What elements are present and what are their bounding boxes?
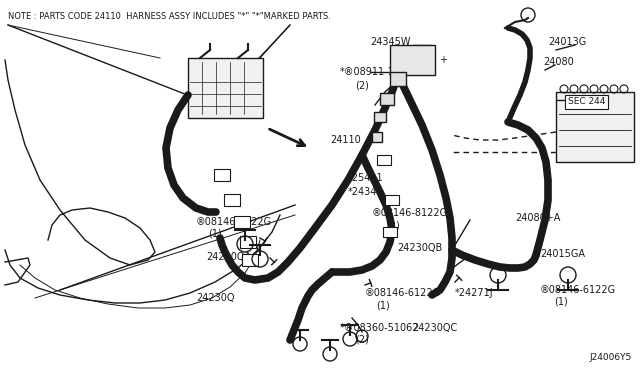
Text: (2): (2) xyxy=(386,221,400,231)
Bar xyxy=(240,236,256,248)
Bar xyxy=(390,72,406,86)
Text: 24110: 24110 xyxy=(330,135,361,145)
Bar xyxy=(556,92,634,162)
Text: 24345W: 24345W xyxy=(370,37,410,47)
Bar xyxy=(224,194,240,206)
Text: (2): (2) xyxy=(355,335,369,345)
Text: 24080: 24080 xyxy=(543,57,573,67)
Bar xyxy=(390,45,435,75)
Text: 24230QB: 24230QB xyxy=(397,243,442,253)
Text: SEC 244: SEC 244 xyxy=(568,97,605,106)
Text: 24230QC: 24230QC xyxy=(412,323,457,333)
Text: (1): (1) xyxy=(208,229,221,239)
Text: 24013G: 24013G xyxy=(548,37,586,47)
Text: *®08360-51062: *®08360-51062 xyxy=(340,323,419,333)
Text: ®08146-6122G: ®08146-6122G xyxy=(196,217,272,227)
Bar xyxy=(374,112,386,122)
Bar xyxy=(380,93,394,105)
Text: *25411: *25411 xyxy=(348,173,383,183)
Bar xyxy=(214,169,230,181)
Text: ®08146-6122G: ®08146-6122G xyxy=(540,285,616,295)
Text: (1): (1) xyxy=(376,300,390,310)
Text: *®08911-10800: *®08911-10800 xyxy=(340,67,419,77)
Text: *24271J: *24271J xyxy=(455,288,493,298)
Text: 24080+A: 24080+A xyxy=(515,213,561,223)
Bar xyxy=(234,216,250,228)
Text: (2): (2) xyxy=(355,80,369,90)
Text: 24230QA: 24230QA xyxy=(206,252,251,262)
Text: 24015GA: 24015GA xyxy=(540,249,585,259)
Text: ®08146-6122G: ®08146-6122G xyxy=(365,288,441,298)
Text: 24230Q: 24230Q xyxy=(196,293,234,303)
Bar xyxy=(385,195,399,205)
Bar xyxy=(377,155,391,165)
Text: SEC 244: SEC 244 xyxy=(566,95,607,105)
Bar xyxy=(242,254,258,266)
Text: ®08146-8122G: ®08146-8122G xyxy=(372,208,448,218)
Bar xyxy=(372,132,382,142)
Bar xyxy=(383,227,397,237)
Bar xyxy=(188,58,263,118)
Text: *24340: *24340 xyxy=(348,187,383,197)
Text: J24006Y5: J24006Y5 xyxy=(589,353,632,362)
Text: +: + xyxy=(439,55,447,65)
Text: (1): (1) xyxy=(554,297,568,307)
Text: NOTE : PARTS CODE 24110  HARNESS ASSY INCLUDES "*" "*"MARKED PARTS.: NOTE : PARTS CODE 24110 HARNESS ASSY INC… xyxy=(8,12,331,21)
